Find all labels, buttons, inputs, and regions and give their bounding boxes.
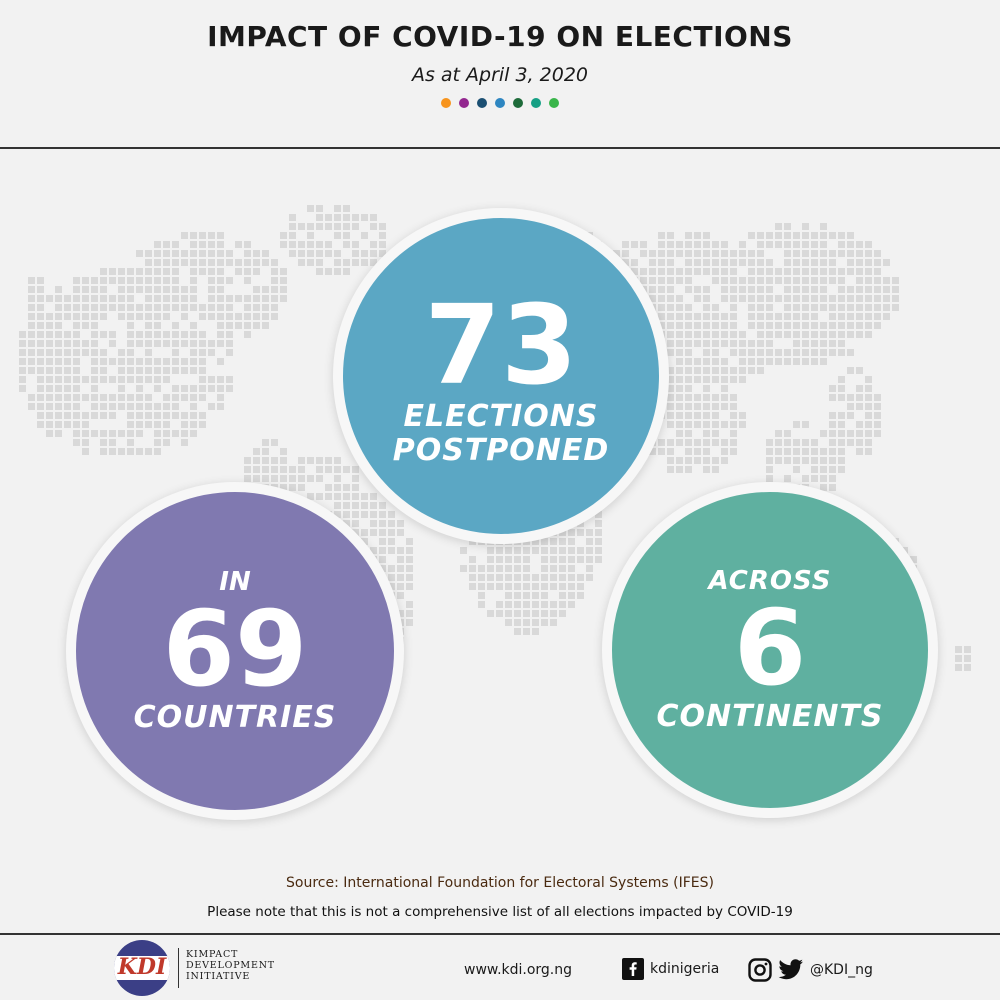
facebook-icon xyxy=(622,958,644,980)
page-date: As at April 3, 2020 xyxy=(411,64,589,86)
countries-bubble: IN 69 COUNTRIES xyxy=(66,482,404,820)
countries-label: COUNTRIES xyxy=(133,699,337,735)
elections-count: 73 xyxy=(424,280,578,409)
top-divider xyxy=(0,147,1000,149)
org-name-line2: DEVELOPMENT xyxy=(186,959,275,971)
org-name-line3: INITIATIVE xyxy=(186,970,251,982)
countries-count: 69 xyxy=(162,587,308,710)
color-dot-2 xyxy=(459,98,469,108)
org-name: KIMPACT DEVELOPMENT INITIATIVE xyxy=(186,949,316,983)
color-dot-6 xyxy=(531,98,541,108)
continents-count: 6 xyxy=(733,586,807,709)
color-dots xyxy=(0,98,1000,108)
kdi-logo-circle xyxy=(114,940,170,996)
twitter-handle: @KDI_ng xyxy=(810,962,873,978)
website-link[interactable]: www.kdi.org.ng xyxy=(464,962,573,978)
countries-prefix: IN xyxy=(219,566,251,597)
elections-postponed-bubble: 73 ELECTIONS POSTPONED xyxy=(333,208,669,544)
kdi-logo-text: KDI xyxy=(117,954,167,980)
facebook-link[interactable]: kdinigeria xyxy=(622,958,719,980)
continents-bubble: ACROSS 6 CONTINENTS xyxy=(602,482,938,818)
page-title: IMPACT OF COVID-19 ON ELECTIONS xyxy=(207,20,793,53)
twitter-icon xyxy=(778,959,804,981)
disclaimer-note: Please note that this is not a comprehen… xyxy=(207,904,793,920)
continents-prefix: ACROSS xyxy=(708,565,832,596)
color-dot-4 xyxy=(495,98,505,108)
logo-divider xyxy=(178,948,179,988)
elections-label-line1: ELECTIONS xyxy=(403,398,599,434)
bottom-divider xyxy=(0,933,1000,935)
source-text: Source: International Foundation for Ele… xyxy=(286,875,714,891)
color-dot-7 xyxy=(549,98,559,108)
org-name-line1: KIMPACT xyxy=(186,949,239,960)
continents-label: CONTINENTS xyxy=(656,698,884,734)
color-dot-1 xyxy=(441,98,451,108)
kdi-logo: KDI KIMPACT DEVELOPMENT INITIATIVE xyxy=(114,940,314,996)
instagram-icon xyxy=(748,958,772,982)
facebook-handle: kdinigeria xyxy=(650,961,720,977)
social-handles[interactable]: @KDI_ng xyxy=(748,958,873,982)
elections-label-line2: POSTPONED xyxy=(392,433,610,468)
color-dot-3 xyxy=(477,98,487,108)
color-dot-5 xyxy=(513,98,523,108)
